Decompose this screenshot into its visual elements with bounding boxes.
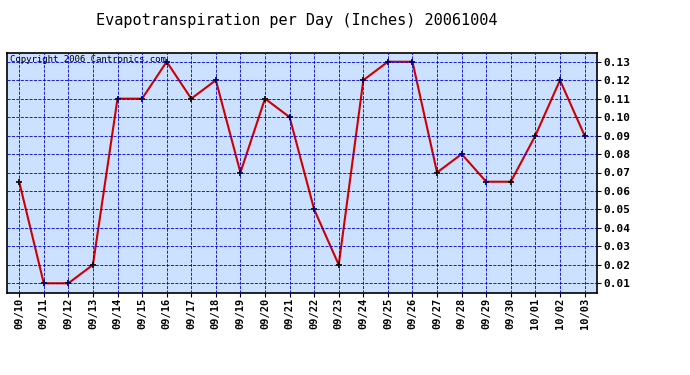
- Text: Evapotranspiration per Day (Inches) 20061004: Evapotranspiration per Day (Inches) 2006…: [96, 13, 497, 28]
- Text: Copyright 2006 Cantronics.com: Copyright 2006 Cantronics.com: [10, 55, 166, 64]
